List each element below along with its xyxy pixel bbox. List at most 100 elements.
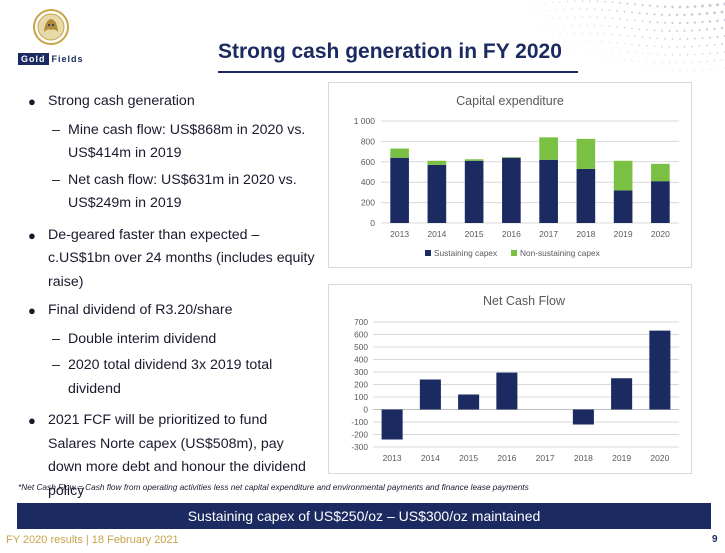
- decor-dot: [641, 20, 644, 23]
- decor-dot: [619, 50, 621, 52]
- sub-bullet-net-cash-flow: Net cash flow: US$631m in 2020 vs. US$24…: [28, 169, 318, 216]
- decor-dot: [641, 4, 644, 7]
- decor-dot: [601, 8, 603, 11]
- legend-label: Sustaining capex: [434, 248, 498, 258]
- x-tick-label: 2014: [427, 229, 446, 239]
- decor-dot: [678, 21, 682, 25]
- legend-label: Non-sustaining capex: [520, 248, 601, 258]
- x-tick-label: 2016: [497, 453, 516, 463]
- decor-dot: [671, 21, 674, 25]
- decor-dot: [683, 46, 686, 48]
- decor-dot: [567, 33, 568, 34]
- decor-dot: [634, 19, 636, 22]
- bar-non-sustaining-capex: [464, 159, 484, 161]
- decor-dot: [626, 18, 629, 21]
- decor-dot: [611, 33, 614, 35]
- y-tick-label: -300: [351, 442, 368, 452]
- decor-dot: [691, 61, 693, 64]
- chart-title: Capital expenditure: [456, 94, 564, 108]
- bar-net-cash-flow: [611, 378, 633, 410]
- decor-dot: [664, 54, 666, 56]
- decor-dot: [593, 8, 596, 11]
- decor-dot: [582, 48, 583, 50]
- decor-dot: [671, 54, 674, 56]
- y-tick-label: -100: [351, 417, 368, 427]
- decor-dot: [549, 26, 550, 27]
- page-number: 9: [712, 534, 718, 545]
- decor-dot: [668, 62, 671, 64]
- x-tick-label: 2019: [614, 229, 633, 239]
- decor-dot: [608, 9, 611, 12]
- decor-dot: [671, 38, 674, 40]
- decor-dot: [559, 1, 561, 3]
- decor-dot: [683, 29, 686, 32]
- bar-non-sustaining-capex: [390, 148, 409, 158]
- decor-dot: [541, 26, 543, 28]
- decor-dot: [709, 68, 711, 70]
- decor-dot: [631, 59, 633, 61]
- decor-dot: [698, 12, 701, 16]
- decor-dot: [623, 10, 626, 13]
- decor-dot: [552, 34, 553, 35]
- decor-dot: [526, 12, 528, 13]
- decor-dot: [716, 35, 719, 38]
- x-tick-label: 2015: [465, 229, 484, 239]
- decor-dot: [656, 21, 659, 24]
- decor-dot: [701, 4, 704, 8]
- decor-dot: [633, 3, 637, 6]
- x-tick-label: 2013: [383, 453, 402, 463]
- decor-dot: [616, 26, 618, 28]
- decor-dot: [683, 62, 686, 64]
- bar-sustaining-capex: [539, 159, 558, 223]
- footnote: *Net Cash Flow = Cash flow from operatin…: [18, 482, 529, 492]
- decor-dot: [638, 28, 641, 30]
- decor-dot: [566, 16, 569, 18]
- decor-dot: [660, 13, 664, 16]
- decor-dot: [619, 2, 621, 4]
- decor-dot: [639, 60, 640, 62]
- bar-non-sustaining-capex: [651, 163, 670, 182]
- decor-dot: [716, 51, 719, 54]
- decor-dot: [578, 8, 581, 10]
- bar-non-sustaining-capex: [539, 137, 558, 160]
- decor-dot: [661, 62, 663, 64]
- decor-dot: [634, 51, 636, 53]
- decor-dot: [611, 1, 614, 4]
- decor-dot: [686, 21, 689, 24]
- decor-dot: [626, 2, 629, 5]
- bar-net-cash-flow: [649, 330, 671, 410]
- decor-dot: [690, 29, 694, 32]
- decor-dot: [564, 41, 565, 42]
- decor-dot: [698, 28, 701, 32]
- x-tick-label: 2018: [574, 453, 593, 463]
- decor-dot: [626, 35, 629, 37]
- decor-dot: [567, 49, 568, 50]
- bar-sustaining-capex: [464, 160, 484, 223]
- decor-dot: [596, 0, 599, 3]
- decor-dot: [604, 17, 606, 19]
- decor-dot: [596, 32, 599, 34]
- sub-bullet-total-dividend: 2020 total dividend 3x 2019 total divide…: [28, 354, 318, 401]
- decor-dot: [604, 49, 606, 51]
- bar-non-sustaining-capex: [427, 160, 447, 165]
- legend-swatch: [425, 250, 431, 256]
- x-tick-label: 2019: [612, 453, 631, 463]
- y-tick-label: 400: [361, 177, 375, 187]
- decorative-dot-pattern: [519, 0, 725, 72]
- decor-dot: [708, 36, 712, 39]
- decor-dot: [646, 28, 648, 31]
- decor-dot: [522, 5, 523, 6]
- logo-word-fields: Fields: [51, 54, 84, 64]
- decor-dot: [593, 24, 596, 26]
- y-tick-label: 700: [354, 317, 368, 327]
- decor-dot: [653, 45, 656, 48]
- decor-dot: [544, 2, 546, 4]
- decor-dot: [564, 24, 565, 26]
- x-tick-label: 2017: [539, 229, 558, 239]
- decor-dot: [541, 10, 543, 12]
- decor-dot: [721, 43, 723, 45]
- decor-dot: [589, 0, 591, 2]
- decor-dot: [619, 18, 621, 20]
- decor-dot: [649, 53, 651, 55]
- y-tick-label: 0: [363, 405, 368, 415]
